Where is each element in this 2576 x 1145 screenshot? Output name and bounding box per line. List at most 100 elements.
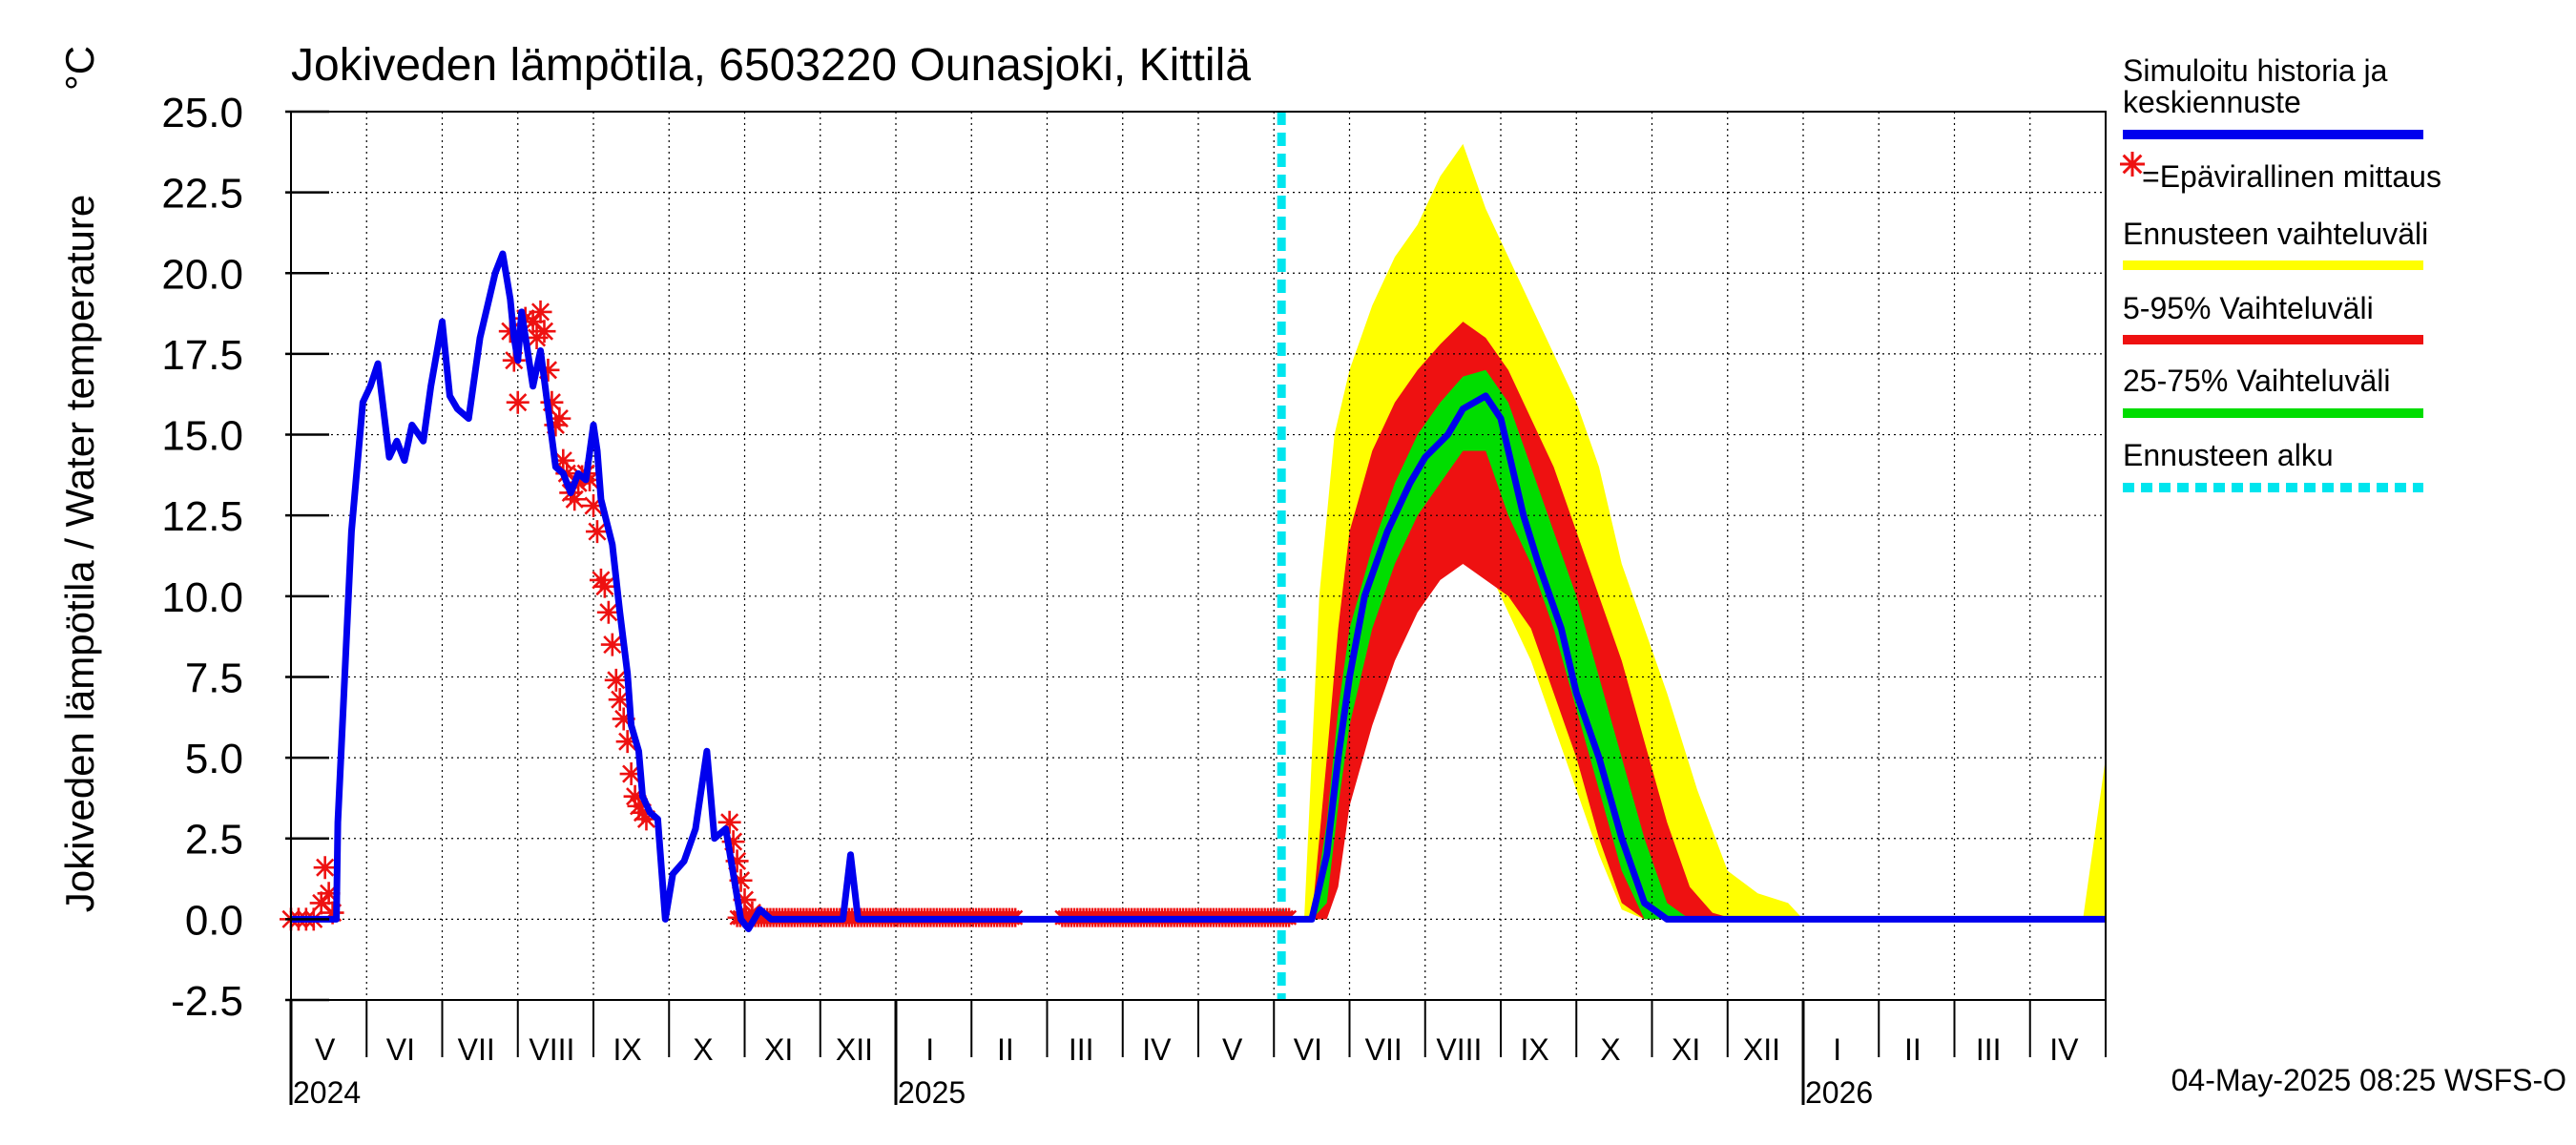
measurement-star [627, 794, 651, 818]
measurement-star [582, 494, 605, 518]
measurement-star [729, 868, 753, 892]
month-label: VI [1294, 1032, 1322, 1067]
month-label: I [925, 1032, 934, 1067]
measurement-star [578, 468, 602, 491]
measurement-star [521, 310, 545, 334]
forecast-band-yellow [1304, 143, 2106, 920]
month-label: II [997, 1032, 1014, 1067]
measurement-star [721, 830, 745, 854]
chart-title: Jokiveden lämpötila, 6503220 Ounasjoki, … [291, 40, 1251, 91]
month-label: VI [386, 1032, 415, 1067]
month-label: III [1976, 1032, 2002, 1067]
y-tick-label: 7.5 [185, 655, 243, 701]
measurement-star [544, 413, 568, 437]
measurement-star [608, 688, 632, 712]
y-tick-label: 0.0 [185, 897, 243, 944]
legend-forecast-start-label: Ennusteen alku [2123, 438, 2334, 472]
month-label: II [1904, 1032, 1922, 1067]
month-label: VII [1365, 1032, 1402, 1067]
y-ticks: 25.0 22.5 20.0 17.5 15.0 12.5 10.0 7.5 5.0 2.5 0.0… [161, 90, 329, 1025]
measurement-star [555, 462, 579, 486]
measurement-star [619, 762, 643, 786]
measurement-star [612, 707, 635, 731]
month-label: IV [2049, 1032, 2079, 1067]
year-label: 2024 [293, 1075, 361, 1110]
measurement-star [532, 320, 556, 344]
measurement-star [321, 901, 344, 925]
legend-label-mean: Simuloitu historia ja keskiennuste [2123, 53, 2388, 119]
measurement-star [592, 574, 616, 598]
y-axis-label: Jokiveden lämpötila / Water temperature [57, 195, 102, 912]
band-Ennusteen vaihteluväli [1304, 143, 2106, 920]
measurement-star [631, 801, 654, 824]
month-label: XII [836, 1032, 873, 1067]
measurement-star [536, 358, 560, 382]
month-label: XI [764, 1032, 793, 1067]
measurement-star [551, 448, 575, 472]
year-label: 2026 [1805, 1075, 1873, 1110]
month-label: X [1600, 1032, 1620, 1067]
legend-5-95-label: 5-95% Vaihteluväli [2123, 291, 2374, 325]
month-label: IV [1142, 1032, 1172, 1067]
y-tick-label: 25.0 [161, 90, 243, 136]
month-label: VIII [1436, 1032, 1482, 1067]
month-label: V [1222, 1032, 1243, 1067]
y-tick-label: -2.5 [171, 978, 243, 1025]
month-label: III [1069, 1032, 1094, 1067]
grid [291, 112, 2106, 1000]
month-label: I [1833, 1032, 1841, 1067]
legend-25-75-label: 25-75% Vaihteluväli [2123, 364, 2390, 398]
measurement-star [604, 668, 628, 692]
measurement-star [529, 300, 552, 323]
month-label: IX [1521, 1032, 1549, 1067]
legend-label-measurement: =Epävirallinen mittaus [2142, 159, 2441, 194]
timestamp: 04-May-2025 08:25 WSFS-O [2171, 1063, 2566, 1097]
measurement-star [506, 390, 530, 414]
measurement-star [634, 807, 658, 831]
measurement-star [733, 888, 757, 912]
y-tick-label: 17.5 [161, 332, 243, 379]
month-label: XII [1743, 1032, 1780, 1067]
year-label: 2025 [898, 1075, 966, 1110]
month-label: V [315, 1032, 336, 1067]
measurement-star [317, 882, 341, 906]
month-label: XI [1672, 1032, 1700, 1067]
month-label: VIII [529, 1032, 574, 1067]
y-tick-label: 22.5 [161, 171, 243, 218]
forecast-band-green [1311, 369, 1691, 920]
measurement-star [740, 901, 764, 925]
series-mean-line [291, 250, 2106, 932]
y-tick-label: 10.0 [161, 574, 243, 621]
measurement-star [502, 348, 526, 372]
measurement-star [563, 488, 587, 511]
band-25-75% Vaihteluväli [1311, 369, 1691, 920]
measurement-star [313, 856, 337, 880]
legend: Simuloitu historia ja keskiennuste =Epävir… [2120, 53, 2441, 492]
measurement-star [596, 600, 620, 624]
measurement-star [567, 471, 591, 495]
measurement-star [309, 891, 333, 915]
y-tick-label: 5.0 [185, 736, 243, 782]
y-tick-label: 2.5 [185, 817, 243, 864]
legend-star [2120, 152, 2145, 177]
y-tick-label: 15.0 [161, 413, 243, 460]
measurement-star [717, 810, 741, 834]
measurement-star [548, 406, 571, 430]
measurement-star [623, 784, 647, 808]
measurement-star [585, 520, 609, 544]
measurement-star [589, 568, 613, 592]
month-label: VII [458, 1032, 495, 1067]
unit-label: °C [57, 46, 102, 91]
y-tick-label: 12.5 [161, 493, 243, 540]
measurement-star [540, 390, 564, 414]
y-tick-label: 20.0 [161, 251, 243, 298]
legend-forecast-range-label: Ennusteen vaihteluväli [2123, 217, 2428, 251]
plot-area [280, 111, 2107, 1001]
measurement-star [615, 730, 639, 754]
month-label: X [693, 1032, 713, 1067]
x-axis: V VI VII VIII IX X XI XII I II III IV V VI VII VIII IX X X… [289, 1000, 2107, 1110]
measurement-star [725, 849, 749, 873]
measurement-star [600, 633, 624, 656]
month-label: IX [613, 1032, 642, 1067]
